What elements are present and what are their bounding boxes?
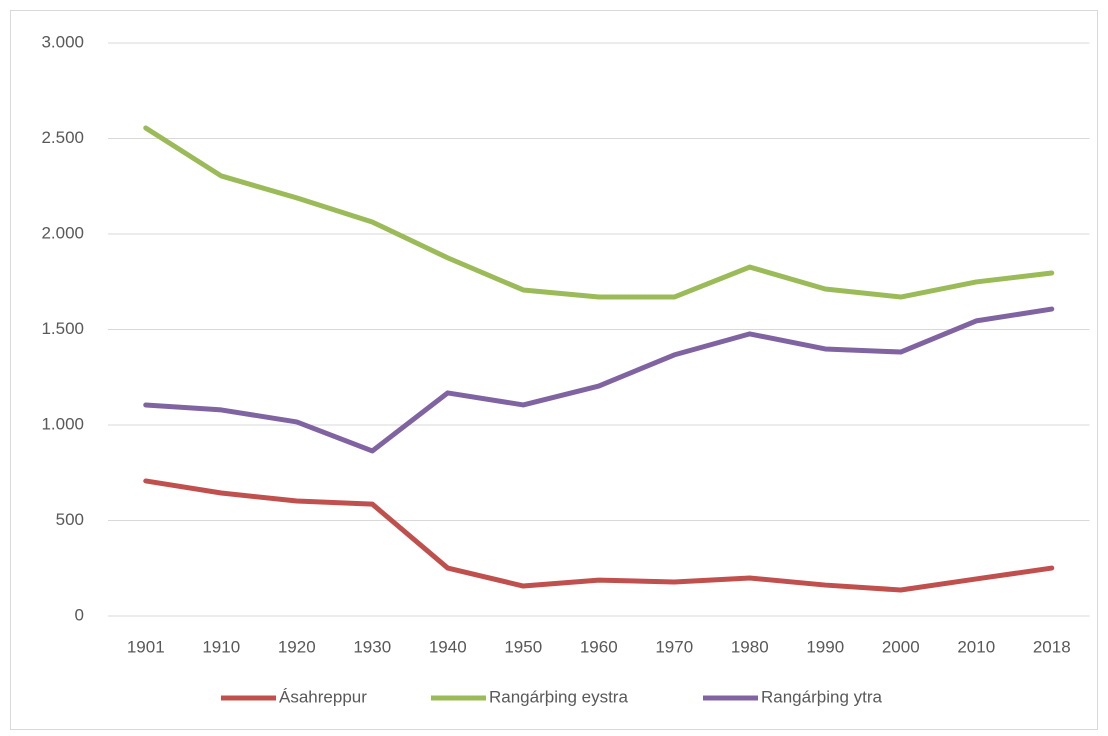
x-tick-label: 1990 — [806, 637, 844, 656]
x-tick-label: 1901 — [127, 637, 165, 656]
x-tick-label: 2010 — [957, 637, 995, 656]
series-line — [143, 125, 1055, 300]
chart-border — [10, 10, 1098, 730]
x-tick-label: 2000 — [882, 637, 920, 656]
x-tick-label: 1960 — [580, 637, 618, 656]
x-tick-label: 1980 — [731, 637, 769, 656]
x-tick-label: 1930 — [353, 637, 391, 656]
x-tick-label: 2018 — [1033, 637, 1071, 656]
x-tick-label: 1970 — [655, 637, 693, 656]
y-tick-label: 3.000 — [41, 32, 84, 51]
y-tick-label: 500 — [56, 510, 84, 529]
series-line — [143, 478, 1055, 593]
y-tick-label: 0 — [75, 605, 84, 624]
y-tick-label: 1.000 — [41, 414, 84, 433]
legend-label: Rangárþing eystra — [489, 687, 628, 706]
y-tick-label: 2.500 — [41, 128, 84, 147]
y-tick-label: 1.500 — [41, 319, 84, 338]
x-tick-label: 1950 — [504, 637, 542, 656]
x-tick-label: 1940 — [429, 637, 467, 656]
series-line — [143, 306, 1055, 454]
legend-label: Ásahreppur — [279, 687, 367, 706]
y-tick-label: 2.000 — [41, 223, 84, 242]
x-tick-label: 1910 — [202, 637, 240, 656]
x-tick-label: 1920 — [278, 637, 316, 656]
legend-label: Rangárþing ytra — [761, 687, 883, 706]
